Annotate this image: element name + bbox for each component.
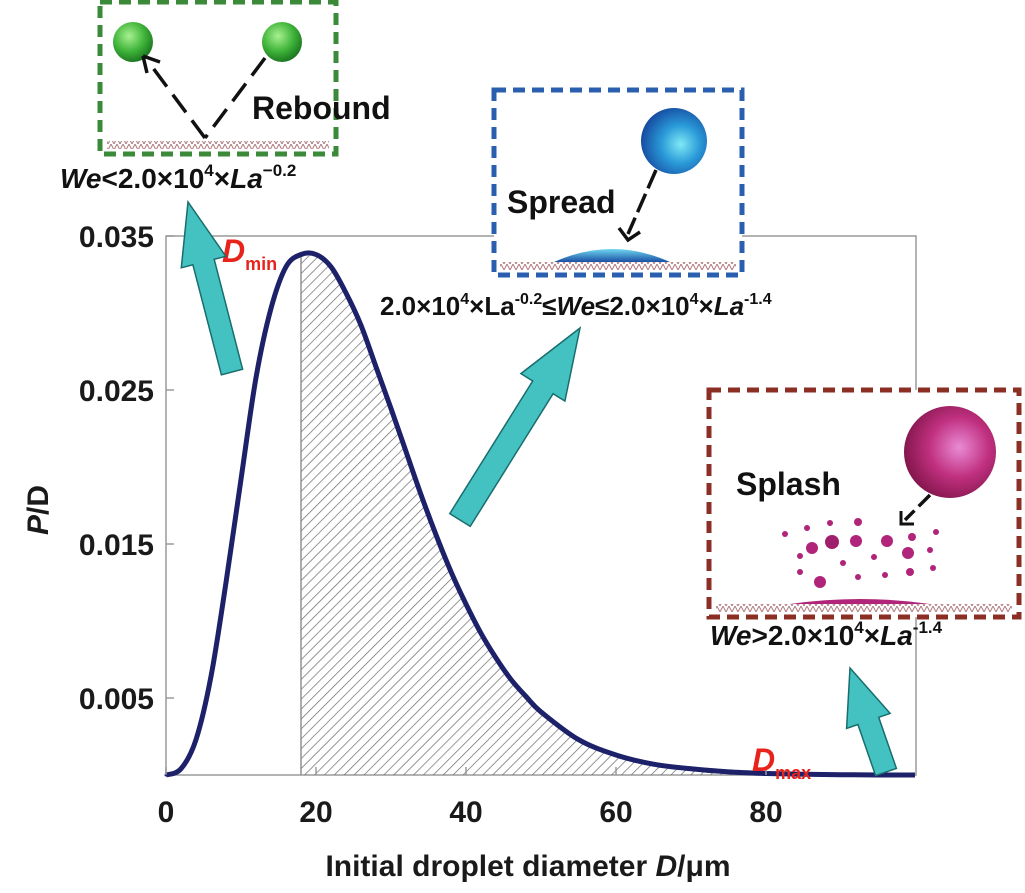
y-tick-label: 0.015: [79, 529, 154, 562]
splash-secondary-droplets: [782, 518, 939, 588]
data-point: [374, 365, 378, 369]
data-point: [329, 265, 333, 269]
dmin-marker: Dmin: [222, 233, 277, 274]
arrowhead-icon: [617, 226, 641, 243]
x-axis-label: Initial droplet diameter D/μm: [325, 850, 730, 883]
rebound-droplet-right: [262, 22, 302, 62]
splash-path-line: [903, 493, 932, 522]
data-point: [404, 450, 408, 454]
data-point: [652, 762, 655, 766]
rebound-region-arrow: [180, 199, 244, 376]
substrate-surface: [107, 141, 329, 149]
x-tick-label: 80: [749, 796, 782, 829]
substrate-surface: [500, 262, 736, 270]
spread-droplet: [641, 108, 707, 174]
data-point: [269, 306, 273, 310]
spread-region-arrow: [448, 326, 582, 528]
data-point: [539, 710, 543, 714]
data-point: [284, 265, 288, 269]
x-tick-label: 0: [158, 796, 175, 829]
arrowhead-icon: [899, 511, 914, 526]
substrate-surface: [716, 604, 1012, 612]
data-point: [509, 678, 513, 682]
data-point: [419, 493, 423, 497]
splash-formula: We>2.0×104×La-1.4: [710, 618, 943, 651]
data-point: [254, 376, 258, 380]
data-point: [577, 738, 580, 742]
x-tick-label: 60: [599, 796, 632, 829]
splash-droplet: [904, 406, 996, 498]
x-tick-label: 40: [449, 796, 482, 829]
data-point: [434, 533, 438, 537]
splash-film: [790, 599, 930, 604]
rebound-inset: Rebound: [97, 0, 391, 157]
data-point: [494, 656, 498, 660]
data-point: [239, 477, 243, 481]
spread-title: Spread: [507, 184, 615, 220]
incoming-path-line: [203, 56, 267, 140]
y-tick-label: 0.005: [79, 683, 154, 716]
rebound-formula: We<2.0×104×La−0.2: [60, 161, 296, 194]
spread-film: [554, 249, 670, 262]
shaded-probability-area: [301, 253, 915, 776]
data-point: [179, 767, 183, 771]
data-point: [389, 406, 393, 410]
x-axis-ticks: 0 20 40 60 80: [158, 767, 783, 829]
data-point: [194, 738, 198, 742]
rebound-path-line: [148, 62, 207, 140]
spread-formula: 2.0×104×La-0.2≤We≤2.0×104×La-1.4: [380, 291, 772, 321]
data-point: [359, 323, 363, 327]
data-point: [464, 602, 468, 606]
splash-title: Splash: [736, 466, 841, 502]
arrowhead-icon: [141, 54, 161, 74]
rebound-title: Rebound: [252, 90, 391, 126]
data-point: [614, 753, 618, 757]
splash-region-arrow: [845, 666, 898, 777]
data-point: [449, 570, 453, 574]
x-tick-label: 20: [299, 796, 332, 829]
spread-inset: Spread: [491, 87, 745, 278]
rebound-droplet-left: [113, 22, 153, 62]
data-point: [802, 772, 805, 776]
data-point: [299, 252, 303, 256]
splash-inset: Splash: [706, 387, 1022, 620]
y-tick-label: 0.035: [79, 221, 154, 254]
data-point: [224, 581, 228, 584]
data-point: [689, 767, 693, 771]
y-tick-label: 0.025: [79, 375, 154, 408]
data-point: [839, 773, 843, 777]
data-point: [524, 694, 528, 698]
data-point: [727, 770, 730, 774]
data-point: [344, 291, 348, 295]
spread-path-line: [626, 169, 658, 235]
data-point: [479, 631, 483, 635]
y-axis-ticks: 0.005 0.015 0.025 0.035: [79, 221, 174, 716]
data-point: [314, 252, 318, 256]
dmax-marker: Dmax: [752, 742, 811, 783]
series-points: [164, 252, 880, 777]
y-axis-label: P/D: [22, 485, 55, 535]
data-point: [209, 674, 213, 678]
region-arrows: [180, 199, 898, 777]
